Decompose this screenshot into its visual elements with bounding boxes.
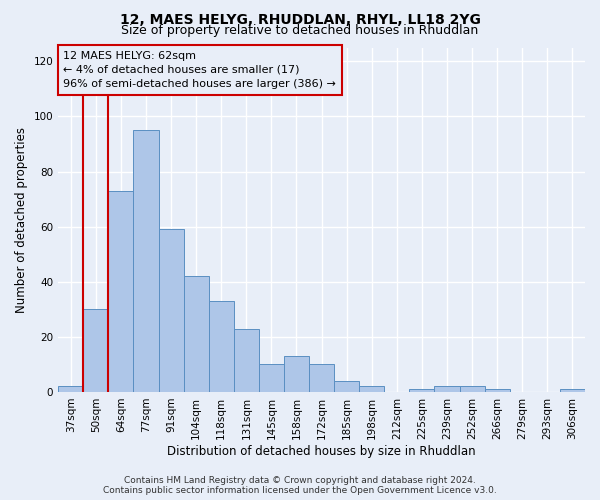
Y-axis label: Number of detached properties: Number of detached properties (15, 126, 28, 312)
Text: 12 MAES HELYG: 62sqm
← 4% of detached houses are smaller (17)
96% of semi-detach: 12 MAES HELYG: 62sqm ← 4% of detached ho… (64, 51, 337, 89)
Bar (309, 364, 334, 392)
Bar (184, 276, 209, 392)
Bar (234, 328, 259, 392)
Text: 12, MAES HELYG, RHUDDLAN, RHYL, LL18 2YG: 12, MAES HELYG, RHUDDLAN, RHYL, LL18 2YG (119, 12, 481, 26)
Bar (209, 301, 234, 392)
Bar (334, 381, 359, 392)
Bar (434, 386, 460, 392)
Bar (560, 389, 585, 392)
Bar (460, 386, 485, 392)
Bar (359, 386, 385, 392)
Bar (133, 130, 158, 392)
Bar (259, 364, 284, 392)
Bar (83, 310, 109, 392)
Bar (158, 230, 184, 392)
Text: Contains HM Land Registry data © Crown copyright and database right 2024.
Contai: Contains HM Land Registry data © Crown c… (103, 476, 497, 495)
Bar (58, 386, 83, 392)
Text: Size of property relative to detached houses in Rhuddlan: Size of property relative to detached ho… (121, 24, 479, 37)
X-axis label: Distribution of detached houses by size in Rhuddlan: Distribution of detached houses by size … (167, 444, 476, 458)
Bar (284, 356, 309, 392)
Bar (485, 389, 510, 392)
Bar (109, 191, 133, 392)
Bar (409, 389, 434, 392)
